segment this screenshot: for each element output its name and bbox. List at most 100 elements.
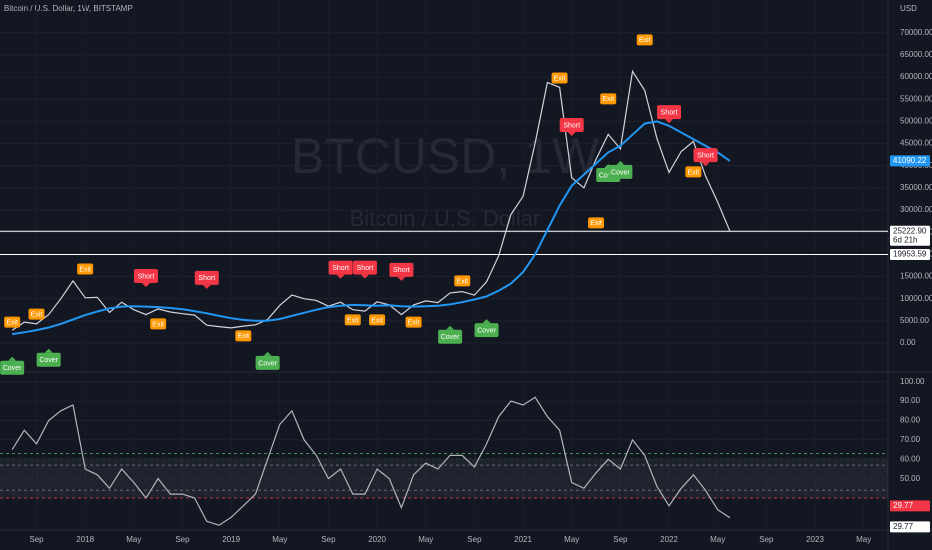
chart-title: Bitcoin / U.S. Dollar, 1W, BITSTAMP [4,4,133,13]
signal-marker [328,260,353,275]
price-label: 41090.22 [893,156,927,165]
x-tick-label: 2022 [660,535,678,544]
y-tick-label: 30000.00 [900,205,932,214]
y-tick-label: 65000.00 [900,50,932,59]
x-tick-label: May [710,535,725,544]
signal-label: Short [563,122,580,129]
signal-marker [636,34,653,46]
signal-pointer [336,274,345,279]
signal-label: Short [357,265,374,272]
signal-marker [588,217,605,229]
y-tick-label: 50.00 [900,474,921,483]
price-label-box [890,225,930,246]
signal-label: Exit [639,37,651,44]
series-line [11,396,731,526]
signal-marker [150,318,167,330]
y-tick-label: 10000.00 [900,294,932,303]
signal-pointer [263,351,272,356]
y-tick-label: 50000.00 [900,117,932,126]
y-tick-label: 70.00 [900,435,921,444]
signal-label: Exit [79,266,91,273]
signal-label: Cover [611,169,630,176]
x-tick-label: Sep [175,535,190,544]
price-label-box [890,500,930,512]
price-label: 29.77 [893,522,914,531]
signal-marker [454,275,471,287]
signal-label: Short [332,265,349,272]
y-tick-label: 15000.00 [900,272,932,281]
price-label: 25222.90 [893,226,927,235]
signal-marker [352,260,377,275]
signal-label: Exit [554,75,566,82]
x-tick-label: 2020 [368,535,386,544]
series-line [12,120,731,336]
signal-marker [693,148,718,163]
signal-pointer [616,160,625,165]
signal-marker [685,166,702,178]
signal-label: Cover [3,365,22,372]
signal-pointer [360,274,369,279]
x-tick-label: May [564,535,579,544]
signal-pointer [44,348,53,353]
x-tick-label: Sep [321,535,336,544]
x-tick-label: May [856,535,871,544]
signal-label: Exit [237,333,249,340]
x-tick-label: 2021 [514,535,532,544]
signal-pointer [202,284,211,289]
y-tick-label: 60.00 [900,454,921,463]
signal-marker [474,323,499,338]
signal-label: Exit [602,96,614,103]
signal-label: Exit [590,220,602,227]
x-tick-label: 2018 [76,535,94,544]
y-tick-label: 90.00 [900,396,921,405]
y-tick-label: 100.00 [900,377,925,386]
signal-pointer [665,119,674,124]
signal-label: Exit [31,312,43,319]
signal-label: Cover [477,327,496,334]
signal-label: Cover [441,334,460,341]
signal-label: Exit [371,317,383,324]
x-tick-label: May [272,535,287,544]
x-tick-label: May [126,535,141,544]
signal-pointer [141,283,150,288]
x-tick-label: May [418,535,433,544]
countdown: 6d 21h [893,235,917,244]
signal-marker [405,316,422,328]
signal-label: Exit [456,278,468,285]
signal-pointer [446,325,455,330]
signal-marker [369,314,386,326]
y-unit: USD [900,4,917,13]
price-label: 19953.59 [893,250,927,259]
signal-marker [600,93,617,105]
x-tick-label: 2019 [222,535,240,544]
signal-label: Exit [6,319,18,326]
signal-marker [235,330,252,342]
signal-pointer [8,356,17,361]
y-tick-label: 60000.00 [900,72,932,81]
signal-pointer [397,276,406,281]
x-tick-label: Sep [467,535,482,544]
signal-marker [389,262,414,277]
y-tick-label: 5000.00 [900,316,929,325]
signal-marker [4,316,21,328]
signal-marker [0,360,25,375]
signal-pointer [567,131,576,136]
signal-marker [551,72,568,84]
signal-marker [28,308,45,320]
y-tick-label: 45000.00 [900,139,932,148]
signal-label: Short [198,275,215,282]
signal-label: Exit [408,319,420,326]
price-label-box [890,521,930,533]
y-tick-label: 70000.00 [900,28,932,37]
signal-marker [133,269,158,284]
price-label-box [890,249,930,261]
signal-label: Cover [39,357,58,364]
signal-label: Short [138,273,155,280]
signal-marker [77,263,94,275]
y-tick-label: 35000.00 [900,183,932,192]
signal-marker [344,314,361,326]
price-label-box [890,155,930,167]
signal-marker [438,329,463,344]
signal-label: Exit [152,321,164,328]
